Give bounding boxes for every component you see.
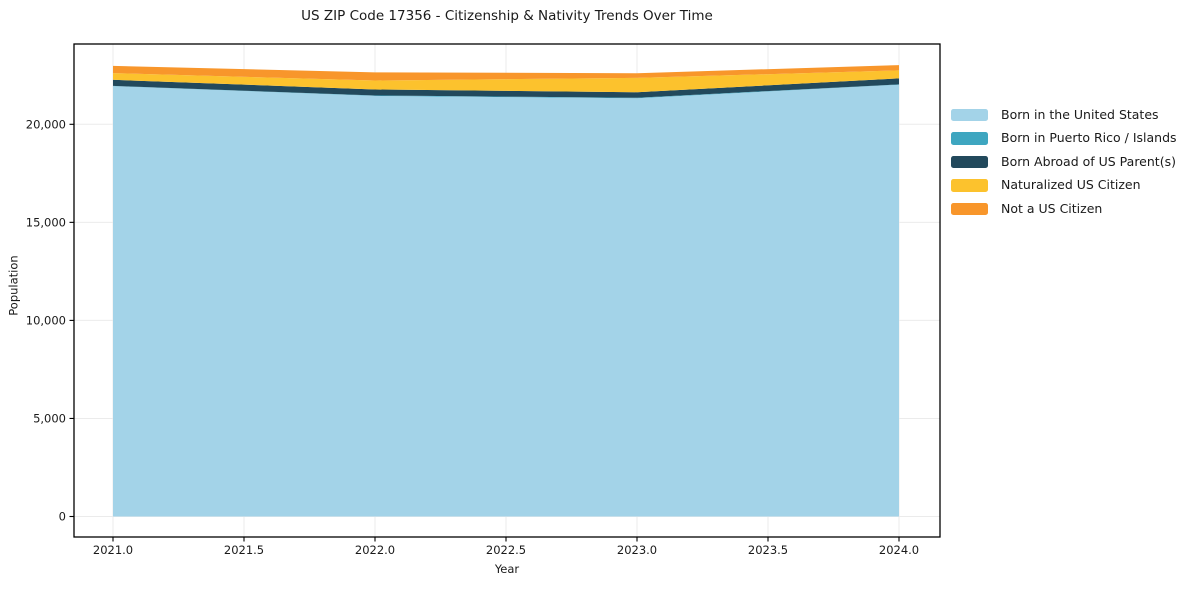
area-born-abroad-of-us-parent-s: [113, 78, 899, 98]
area-born-in-the-united-states: [113, 84, 899, 517]
legend-item-born-in-puerto-rico-islands: Born in Puerto Rico / Islands: [951, 127, 1177, 151]
chart-title: US ZIP Code 17356 - Citizenship & Nativi…: [301, 8, 713, 24]
x-tick-label: 2023.0: [617, 543, 657, 557]
legend-label: Born Abroad of US Parent(s): [1001, 153, 1176, 169]
y-tick-label: 15,000: [26, 215, 66, 229]
legend-item-born-abroad-of-us-parent-s: Born Abroad of US Parent(s): [951, 150, 1177, 174]
legend-item-not-a-us-citizen: Not a US Citizen: [951, 197, 1177, 221]
axes-frame: [73, 43, 941, 538]
legend-label: Naturalized US Citizen: [1001, 177, 1141, 192]
y-tick-label: 5,000: [33, 411, 66, 425]
legend-swatch-icon: [951, 202, 988, 215]
x-tick-label: 2022.5: [486, 543, 526, 557]
legend: Born in the United States Born in Puerto …: [951, 103, 1177, 221]
y-tick-label: 0: [59, 510, 66, 524]
legend-item-born-in-the-united-states: Born in the United States: [951, 103, 1177, 127]
x-tick-label: 2023.5: [748, 543, 788, 557]
y-tick-label: 20,000: [26, 117, 66, 131]
area-born-in-puerto-rico-islands: [113, 84, 899, 99]
legend-label: Born in Puerto Rico / Islands: [1001, 130, 1177, 145]
x-axis-label: Year: [494, 562, 520, 576]
legend-item-naturalized-us-citizen: Naturalized US Citizen: [951, 174, 1177, 198]
legend-label: Born in the United States: [1001, 106, 1159, 122]
x-tick-label: 2024.0: [879, 543, 919, 557]
area-naturalized-us-citizen: [113, 70, 899, 93]
legend-swatch-icon: [951, 179, 988, 192]
legend-swatch-icon: [951, 108, 988, 121]
legend-swatch-icon: [951, 155, 988, 168]
x-tick-label: 2021.5: [224, 543, 264, 557]
y-tick-label: 10,000: [26, 313, 66, 327]
x-tick-label: 2022.0: [355, 543, 395, 557]
y-axis-label: Population: [6, 255, 21, 316]
legend-label: Not a US Citizen: [1001, 200, 1103, 216]
legend-swatch-icon: [951, 132, 988, 145]
x-tick-label: 2021.0: [93, 543, 133, 557]
area-not-a-us-citizen: [113, 65, 899, 81]
